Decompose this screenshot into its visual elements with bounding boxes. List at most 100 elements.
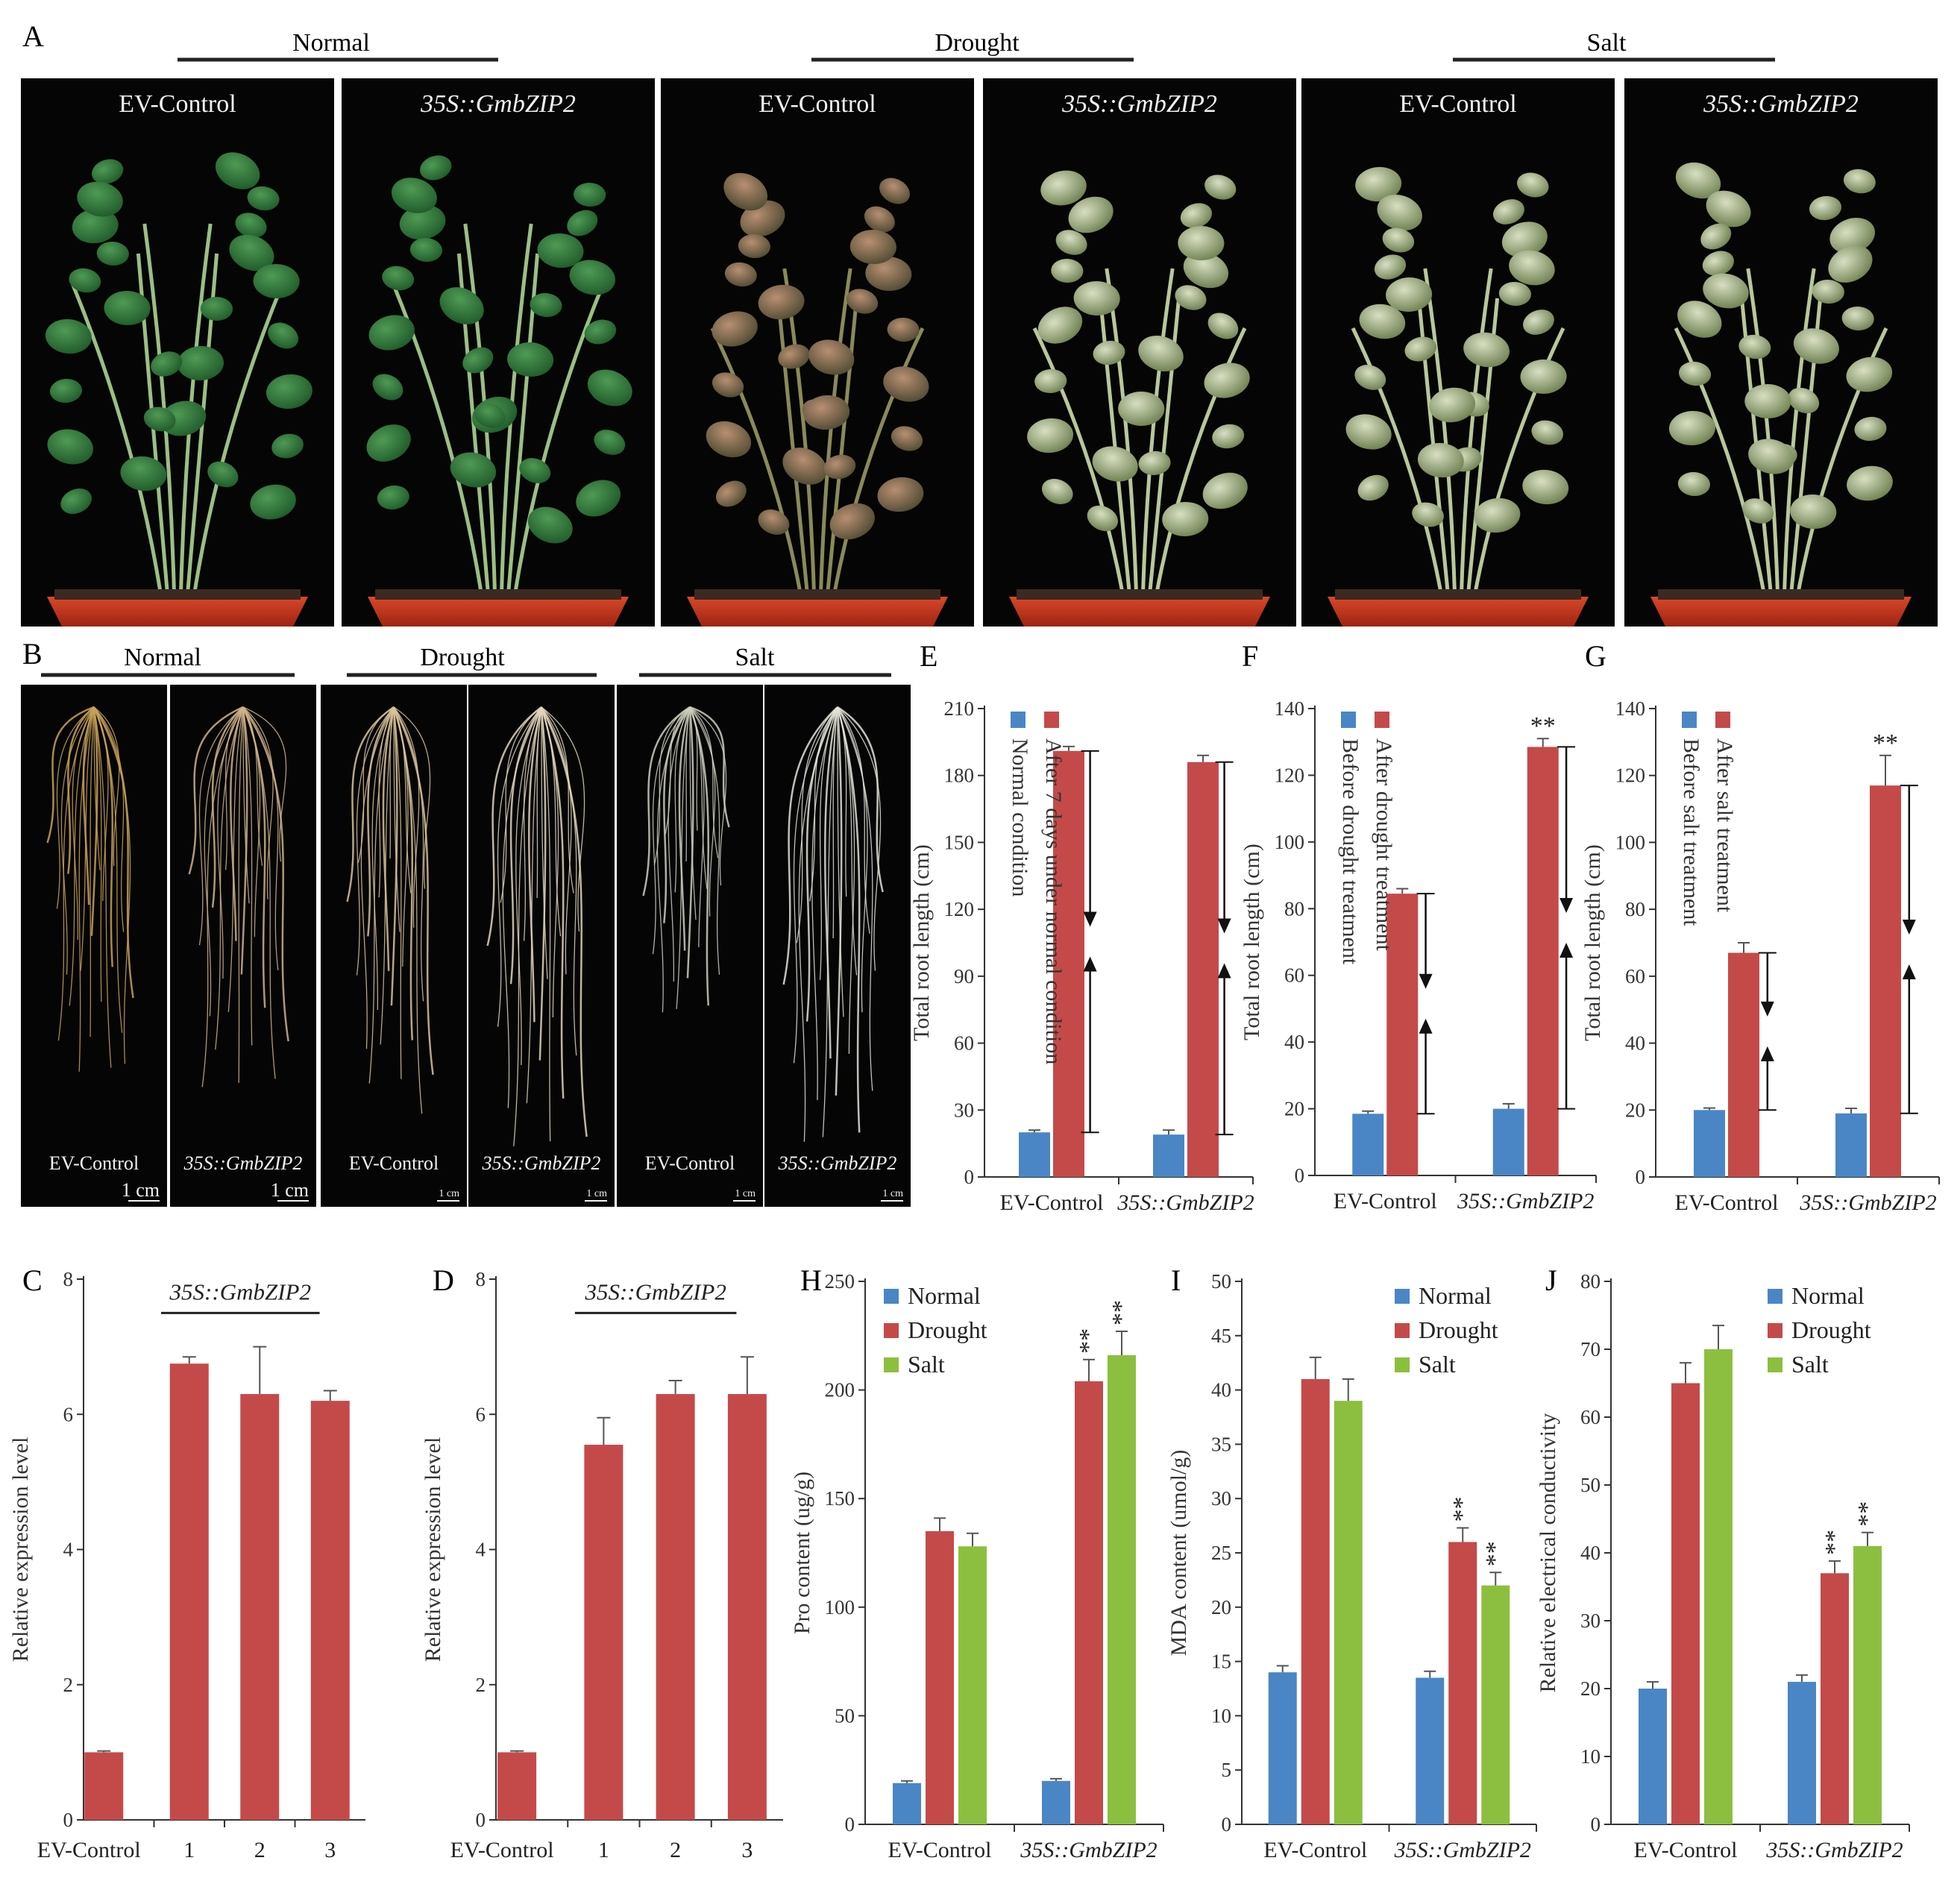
- photo-label: 35S::GmbZIP2: [778, 1152, 897, 1174]
- chart-d: D 0 2 4 6 8 Relative expression level EV-Contro…: [421, 1263, 783, 1862]
- plant-leaf: [567, 210, 598, 236]
- root-strand: [689, 706, 716, 917]
- plant-leaves: [1027, 170, 1250, 537]
- plant-leaf: [399, 204, 446, 240]
- plant-leaf: [1180, 203, 1213, 228]
- root-strand: [835, 706, 843, 1096]
- legend-swatch: [1395, 1289, 1410, 1304]
- root-strand: [378, 706, 395, 898]
- plant-leaf: [1429, 387, 1476, 423]
- legend-swatch: [1395, 1357, 1410, 1372]
- y-axis-label: Total root length (cm): [909, 844, 934, 1041]
- root-strand: [685, 706, 691, 862]
- legend-label: Before salt treatment: [1679, 738, 1703, 926]
- bar: [310, 1401, 350, 1820]
- plant-leaf: [1841, 306, 1874, 331]
- bar: [1386, 894, 1419, 1175]
- root-strand: [80, 706, 95, 971]
- y-tick-label: 0: [1295, 1164, 1305, 1187]
- significance-marker: **: [1873, 729, 1898, 757]
- plant-leaf: [1498, 281, 1531, 307]
- plant-leaf: [527, 506, 573, 544]
- legend-swatch: [884, 1289, 899, 1304]
- plant-leaf: [420, 155, 452, 180]
- plant-leaf: [1027, 418, 1074, 453]
- plant-leaves: [366, 155, 632, 544]
- root-system: [486, 706, 588, 1146]
- panel-a-group-headers: Normal Drought Salt: [178, 29, 1775, 62]
- plant-leaf: [1520, 359, 1567, 395]
- root-strand: [674, 706, 691, 893]
- root-strand: [204, 706, 244, 1017]
- plant-stem: [1147, 298, 1181, 597]
- photo-background: [21, 685, 167, 1207]
- arrow-head: [1760, 1001, 1774, 1017]
- panel-b-group-salt: Salt: [735, 644, 775, 671]
- root-strand: [393, 706, 424, 1002]
- plant-leaf: [266, 374, 312, 409]
- root-photo-3: EV-Control 1 cm: [321, 685, 467, 1207]
- bar: [1492, 1108, 1524, 1175]
- root-strand: [836, 706, 861, 1133]
- root-strand: [689, 706, 697, 920]
- root-system: [642, 706, 730, 1013]
- plant-leaf: [1377, 194, 1422, 231]
- plant-leaf: [574, 182, 606, 207]
- pot-body: [47, 597, 308, 627]
- y-tick-label: 2: [476, 1674, 486, 1696]
- x-category-label: EV-Control: [888, 1838, 992, 1862]
- significance-marker: **: [1821, 1530, 1848, 1555]
- bar: [584, 1445, 624, 1820]
- root-strand: [526, 706, 542, 1104]
- root-strand: [837, 706, 882, 971]
- plant-leaf: [1522, 469, 1569, 505]
- root-strand: [837, 706, 873, 1091]
- plant-leaf: [1162, 501, 1209, 537]
- legend-swatch: [1011, 712, 1025, 728]
- y-tick-label: 250: [825, 1270, 855, 1293]
- root-strand: [688, 706, 709, 1006]
- panel-letter: F: [1242, 639, 1258, 673]
- plant-leaf: [507, 342, 554, 377]
- legend-label: After drought treatment: [1372, 738, 1396, 952]
- x-category-label: EV-Control: [1634, 1838, 1738, 1862]
- plant-leaves: [706, 172, 929, 540]
- legend-swatch: [1715, 712, 1730, 728]
- panel-a-group-salt: Salt: [1587, 29, 1627, 57]
- root-strand: [653, 706, 691, 865]
- plant-pot: [47, 589, 308, 627]
- x-category-label: 1: [598, 1838, 609, 1862]
- y-tick-label: 20: [1625, 1099, 1645, 1121]
- legend-label: After salt treatment: [1712, 738, 1737, 913]
- root-strand: [92, 706, 134, 999]
- plant-leaf: [69, 268, 101, 293]
- plant-leaves: [1345, 166, 1569, 533]
- panel-letter: E: [920, 639, 937, 673]
- plant-leaf: [712, 372, 744, 398]
- y-axis-label: Pro content (ug/g): [790, 1472, 814, 1634]
- x-category-label: 2: [254, 1838, 266, 1862]
- y-tick-label: 4: [63, 1539, 74, 1561]
- root-strand: [242, 706, 253, 1046]
- y-tick-label: 0: [964, 1166, 975, 1188]
- root-strand: [541, 706, 577, 1056]
- root-strand: [367, 706, 395, 937]
- plant-leaf: [45, 318, 92, 354]
- y-tick-label: 140: [1275, 697, 1305, 720]
- growth-arrow: [1557, 746, 1576, 1110]
- y-tick-label: 60: [954, 1032, 974, 1055]
- bar: [169, 1363, 209, 1820]
- plant-leaf: [143, 406, 176, 432]
- arrow-head: [1083, 911, 1097, 927]
- plant-leaf: [47, 429, 93, 465]
- plant-leaf: [782, 448, 827, 485]
- plant-leaf: [72, 208, 119, 244]
- plant-leaf: [1386, 277, 1433, 313]
- y-tick-label: 10: [1580, 1745, 1601, 1768]
- y-tick-label: 0: [845, 1813, 855, 1836]
- bar: [1853, 1545, 1882, 1824]
- bar: [1694, 1110, 1725, 1177]
- plant-leaf: [1703, 273, 1749, 309]
- x-category-label: 35S::GmbZIP2: [1457, 1189, 1594, 1213]
